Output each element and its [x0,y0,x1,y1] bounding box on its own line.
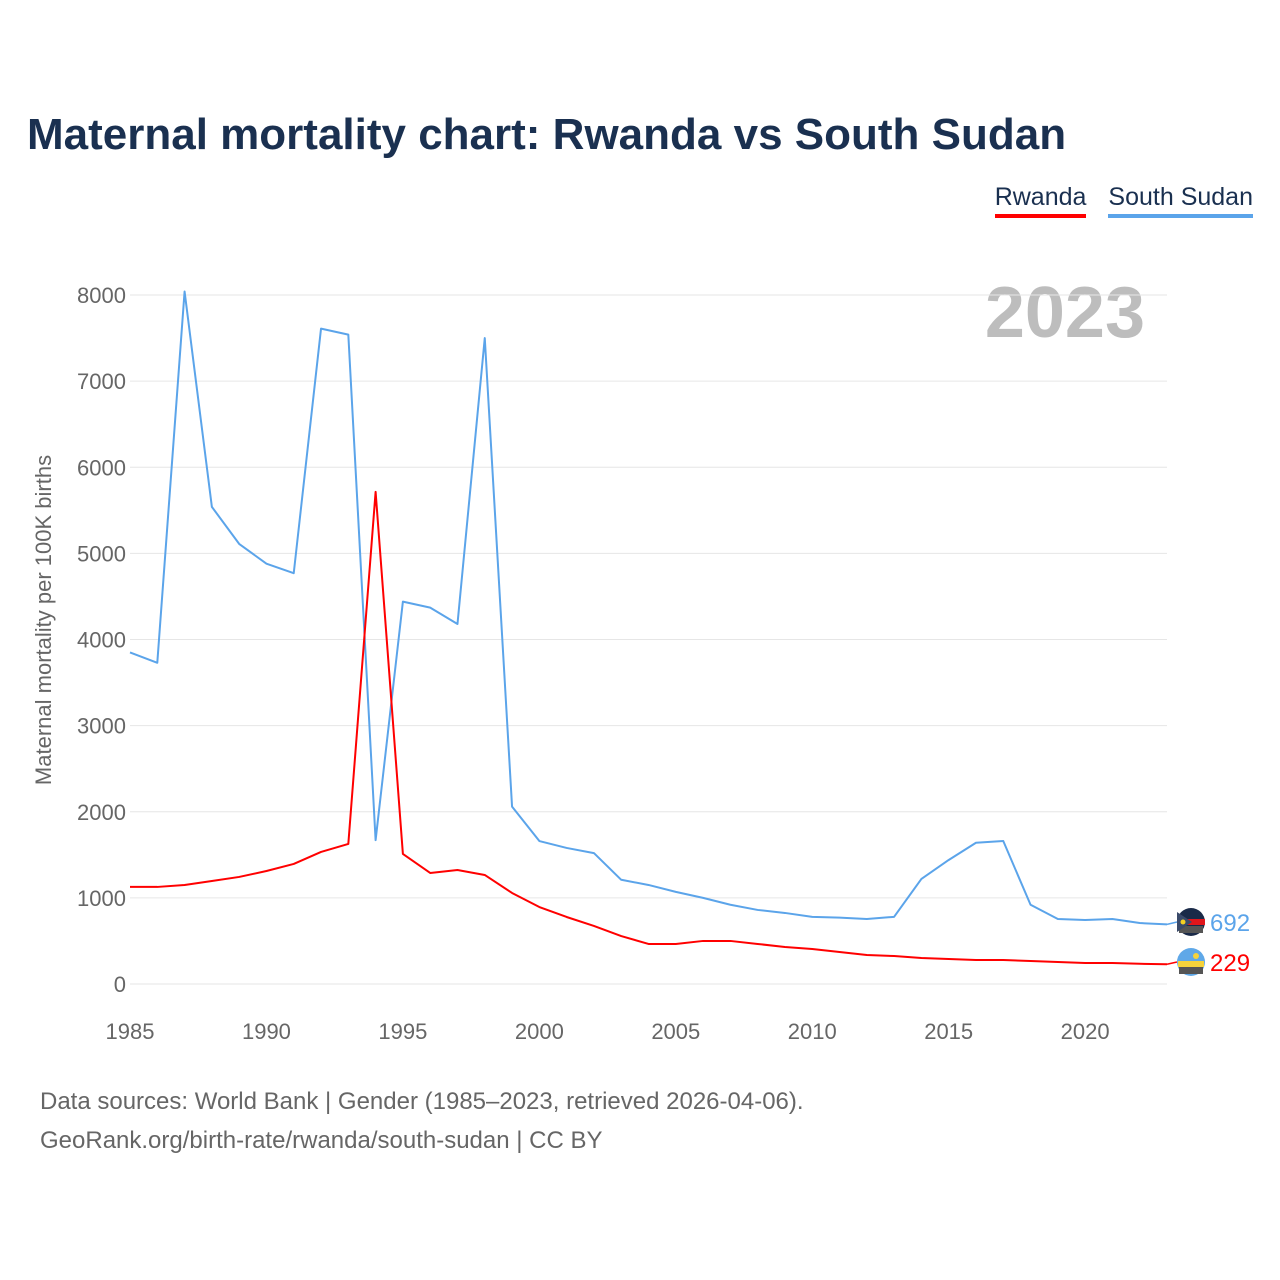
x-tick-label: 1990 [242,1019,291,1044]
y-tick-label: 5000 [77,541,126,566]
y-tick-label: 3000 [77,714,126,739]
legend-south-sudan[interactable]: South Sudan [1108,183,1253,218]
chart-title: Maternal mortality chart: Rwanda vs Sout… [27,110,1067,159]
y-tick-label: 2000 [77,800,126,825]
flag-stripe [1179,926,1203,933]
end-value-label: 229 [1210,950,1250,977]
y-tick-label: 6000 [77,455,126,480]
series-line-south-sudan [129,290,1168,926]
x-tick-label: 1985 [106,1019,155,1044]
legend: Rwanda South Sudan [994,183,1253,218]
x-tick-label: 2005 [651,1019,700,1044]
legend-rwanda[interactable]: Rwanda [994,183,1087,218]
x-tick-label: 2015 [924,1019,973,1044]
flag-stripe [1179,967,1203,974]
series-line-rwanda [130,490,1168,966]
y-tick-label: 1000 [77,886,126,911]
y-tick-label: 0 [114,972,126,997]
source-line-1: Data sources: World Bank | Gender (1985–… [40,1088,804,1115]
x-tick-label: 2010 [788,1019,837,1044]
x-tick-label: 1995 [378,1019,427,1044]
y-tick-label: 8000 [77,283,126,308]
x-tick-label: 2020 [1061,1019,1110,1044]
x-tick-label: 2000 [515,1019,564,1044]
flag-sun [1193,953,1199,959]
end-value-label: 692 [1210,910,1250,937]
end-connector [1166,921,1178,926]
year-label: 2023 [984,273,1145,353]
y-tick-label: 4000 [77,628,126,653]
flag-stripe [1178,961,1204,967]
y-tick-label: 7000 [77,369,126,394]
y-axis-label: Maternal mortality per 100K births [31,455,56,785]
flag-star [1180,919,1186,925]
source-line-2[interactable]: GeoRank.org/birth-rate/rwanda/south-suda… [40,1127,603,1154]
end-connector [1166,961,1178,966]
